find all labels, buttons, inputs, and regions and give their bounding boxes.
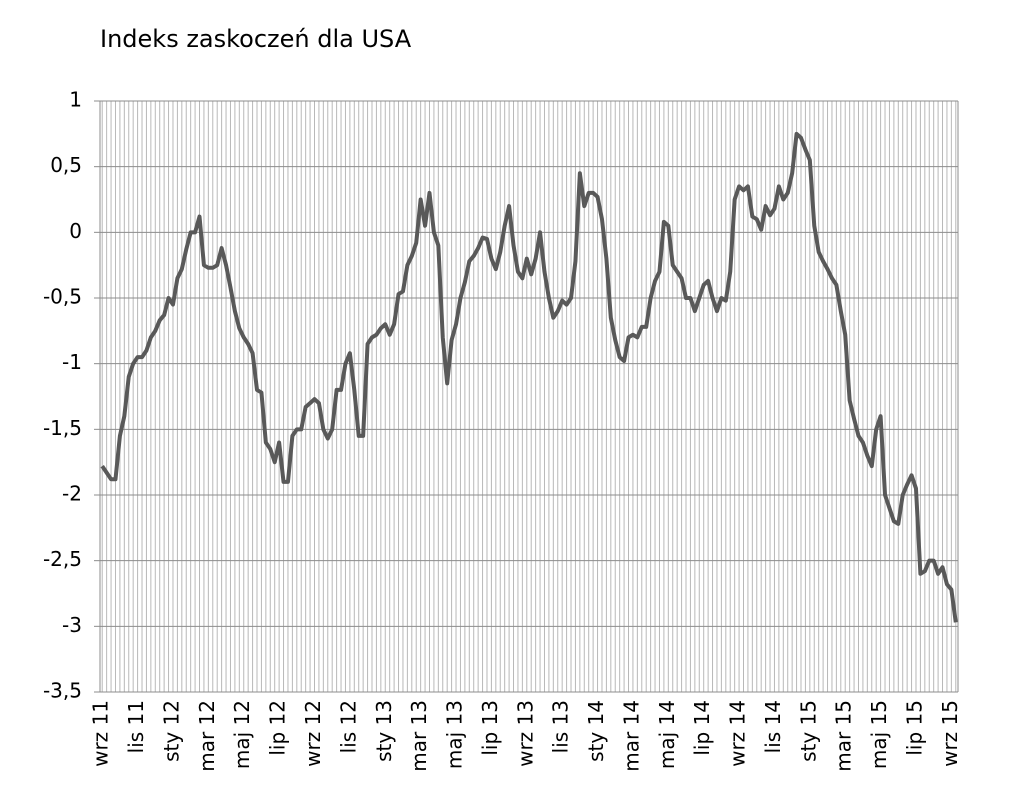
x-tick-label: lip 13 — [478, 700, 502, 756]
y-tick-label: -3,5 — [43, 679, 82, 703]
x-tick-label: mar 14 — [619, 700, 643, 772]
x-tick-label: lip 15 — [902, 700, 926, 756]
y-tick-label: 1 — [69, 88, 82, 112]
y-tick-label: -2,5 — [43, 547, 82, 571]
x-tick-label: maj 15 — [867, 700, 891, 769]
x-tick-label: wrz 15 — [938, 700, 962, 767]
y-tick-label: 0,5 — [50, 153, 82, 177]
x-tick-label: sty 12 — [159, 700, 183, 762]
x-tick-label: sty 15 — [796, 700, 820, 762]
x-tick-label: sty 13 — [372, 700, 396, 762]
x-tick-label: mar 15 — [832, 700, 856, 772]
y-tick-label: -1 — [62, 350, 82, 374]
x-tick-label: lis 12 — [336, 700, 360, 753]
data-line — [100, 131, 958, 623]
x-tick-label: wrz 14 — [726, 700, 750, 767]
y-tick-label: -0,5 — [43, 285, 82, 309]
x-tick-label: mar 12 — [195, 700, 219, 772]
x-tick-label: mar 13 — [407, 700, 431, 772]
x-tick-label: wrz 12 — [301, 700, 325, 767]
x-tick-label: lis 11 — [124, 700, 148, 753]
chart-title: Indeks zaskoczeń dla USA — [100, 25, 412, 53]
x-tick-label: maj 14 — [655, 700, 679, 769]
x-tick-label: lis 13 — [549, 700, 573, 753]
x-tick-label: wrz 13 — [513, 700, 537, 767]
x-tick-label: lis 14 — [761, 700, 785, 753]
x-tick-label: maj 13 — [443, 700, 467, 769]
x-tick-label: sty 14 — [584, 700, 608, 762]
y-tick-label: -3 — [62, 613, 82, 637]
y-tick-label: -2 — [62, 482, 82, 506]
y-tick-label: 0 — [69, 219, 82, 243]
x-tick-label: maj 12 — [230, 700, 254, 769]
y-tick-label: -1,5 — [43, 416, 82, 440]
x-tick-label: lip 12 — [266, 700, 290, 756]
x-tick-label: lip 14 — [690, 700, 714, 756]
x-tick-label: wrz 11 — [89, 700, 113, 767]
